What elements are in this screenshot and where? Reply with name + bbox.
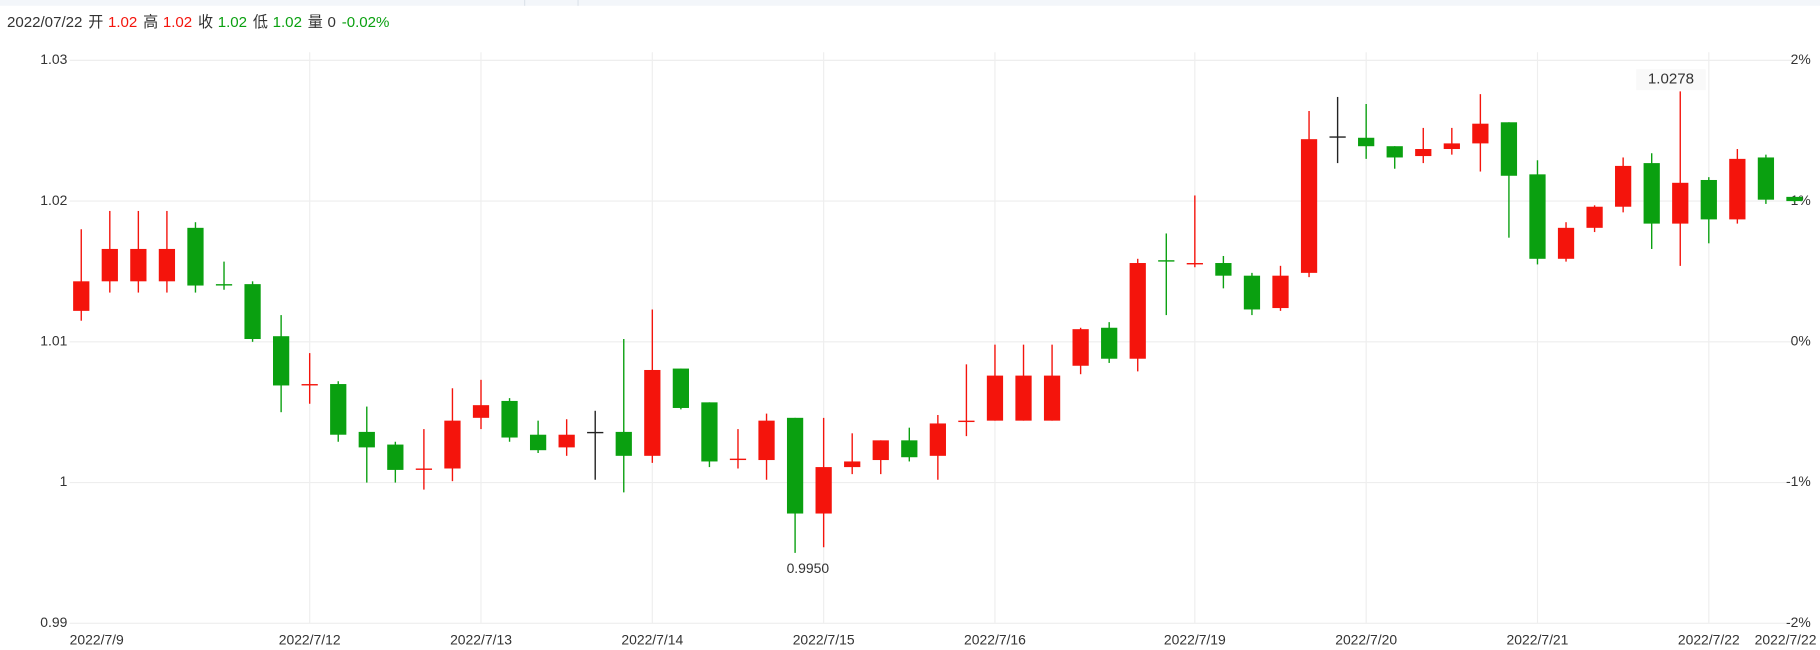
- candle-body: [415, 468, 433, 470]
- candle-body: [1129, 263, 1146, 359]
- candle-body: [1472, 123, 1489, 144]
- candle-body: [301, 384, 318, 386]
- candle-body: [1158, 260, 1175, 262]
- top-tab-strip: [0, 0, 1820, 6]
- candle-body: [872, 440, 889, 461]
- candle-body: [529, 434, 547, 451]
- max-label: 1.0278: [1648, 71, 1694, 88]
- candle-body: [1672, 182, 1689, 224]
- candle-body: [330, 384, 347, 435]
- header-change: -0.02%: [342, 14, 390, 31]
- candle-body: [672, 368, 689, 408]
- candle-body: [1700, 179, 1717, 220]
- header-value: 1.02: [218, 14, 247, 31]
- candle-body: [701, 402, 718, 462]
- candle-body: [844, 461, 861, 468]
- header-label: 收: [198, 14, 213, 31]
- candle-body: [958, 420, 975, 423]
- candle-body: [1786, 196, 1803, 202]
- header-label: 高: [143, 14, 158, 31]
- candle-body: [130, 248, 147, 282]
- candle-body: [444, 420, 461, 469]
- candle-body: [1215, 263, 1232, 276]
- candle-body: [615, 431, 632, 456]
- candle-body: [1557, 227, 1575, 259]
- candle-body: [1043, 375, 1061, 421]
- header-label: 量: [308, 14, 323, 31]
- header-date: 2022/07/22: [7, 14, 82, 31]
- candle-body: [929, 423, 946, 456]
- candle-body: [1529, 174, 1546, 259]
- candle-body: [1386, 146, 1403, 158]
- candle-body: [73, 281, 90, 311]
- candle-body: [558, 434, 575, 448]
- y-tick-label: 1: [60, 473, 68, 489]
- candle-body: [1500, 122, 1518, 176]
- x-tick-label: 2022/7/19: [1164, 631, 1226, 647]
- candle-body: [1272, 275, 1289, 309]
- x-tick-label: 2022/7/16: [964, 631, 1026, 647]
- header: 2022/07/22 开 1.02 高 1.02 收 1.02 低 1.02 量 0 -0.02%: [7, 14, 390, 31]
- x-tick-label: 2022/7/15: [793, 631, 855, 647]
- candle-body: [644, 369, 661, 456]
- candle-body: [358, 431, 375, 448]
- y2-tick-label: -2%: [1786, 614, 1811, 630]
- candle-body: [1243, 275, 1261, 310]
- candle-body: [215, 284, 233, 286]
- candle-body: [1101, 327, 1118, 359]
- header-value: 1.02: [273, 14, 302, 31]
- header-value: 0: [327, 14, 335, 31]
- x-tick-label: 2022/7/9: [70, 631, 124, 647]
- candle-body: [101, 248, 118, 282]
- candle-body: [387, 444, 404, 470]
- candle-body: [986, 375, 1004, 421]
- header-label: 开: [88, 14, 103, 31]
- y-tick-label: 1.03: [40, 51, 67, 67]
- x-tick-label: 2022/7/12: [279, 631, 341, 647]
- y-tick-label: 1.02: [40, 192, 67, 208]
- candle-body: [758, 420, 775, 461]
- candle-body: [815, 467, 832, 514]
- y2-tick-label: 0%: [1791, 333, 1811, 349]
- header-value: 1.02: [163, 14, 192, 31]
- candle-body: [244, 284, 261, 340]
- candle-body: [1072, 329, 1089, 366]
- candle-body: [1015, 375, 1032, 421]
- candle-body: [273, 336, 290, 386]
- candle-body: [158, 248, 176, 282]
- x-tick-label: 2022/7/21: [1507, 631, 1569, 647]
- y-tick-label: 0.99: [40, 614, 67, 630]
- x-tick-label: 2022/7/22: [1755, 631, 1817, 647]
- min-label: 0.9950: [787, 560, 830, 576]
- max-label-bg: [1636, 69, 1706, 91]
- x-tick-label: 2022/7/14: [621, 631, 683, 647]
- y-tick-label: 1.01: [40, 333, 67, 349]
- candle-body: [786, 417, 804, 514]
- candle-body: [1186, 263, 1203, 265]
- y2-tick-label: -1%: [1786, 473, 1811, 489]
- candle-body: [1415, 149, 1432, 157]
- candle-body: [501, 400, 518, 438]
- candle-body: [1358, 137, 1375, 147]
- candle-body: [472, 405, 490, 418]
- candle-body: [1643, 163, 1660, 224]
- x-tick-label: 2022/7/22: [1678, 631, 1740, 647]
- candle-body: [729, 458, 747, 461]
- header-value: 1.02: [108, 14, 137, 31]
- candle-body: [1443, 143, 1460, 150]
- x-tick-label: 2022/7/20: [1335, 631, 1397, 647]
- candle-body: [1300, 139, 1318, 273]
- candle-body: [587, 431, 604, 434]
- candle-body: [1586, 206, 1603, 228]
- candle-body: [901, 440, 918, 458]
- header-label: 低: [253, 14, 268, 31]
- candle-body: [1729, 158, 1746, 220]
- y2-tick-label: 2%: [1791, 51, 1811, 67]
- candle-body: [1615, 165, 1632, 207]
- candle-body: [1329, 136, 1346, 138]
- candle-body: [187, 227, 204, 286]
- candle-body: [1757, 157, 1775, 200]
- x-tick-label: 2022/7/13: [450, 631, 512, 647]
